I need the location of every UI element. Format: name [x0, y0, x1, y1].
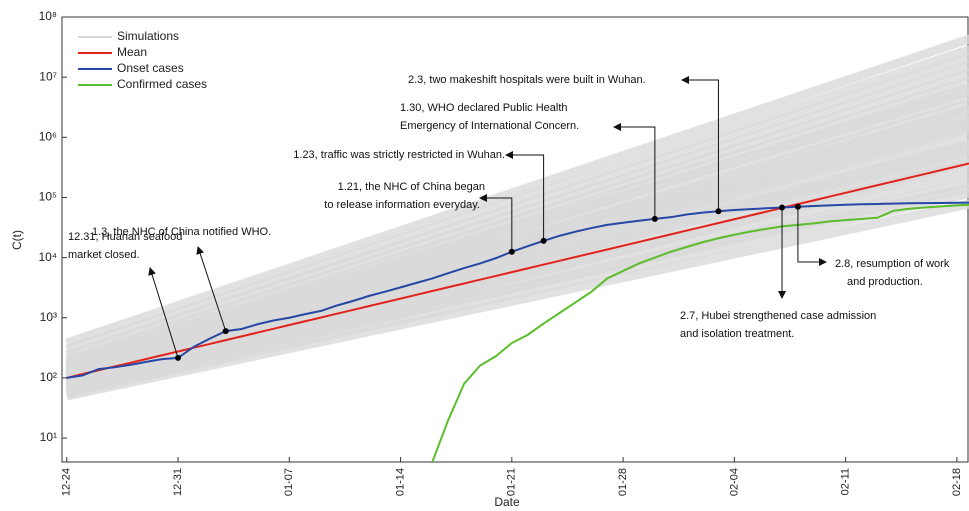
y-tick-label: 10¹ — [40, 430, 57, 444]
y-tick-label: 10⁶ — [39, 129, 57, 143]
legend-label: Mean — [117, 45, 147, 59]
annotation-text: 1.30, WHO declared Public Health — [400, 102, 568, 114]
y-tick-label: 10³ — [40, 310, 57, 324]
simulation-line — [65, 53, 969, 360]
x-tick-label: 02-04 — [728, 468, 740, 496]
annotation-point — [715, 208, 722, 215]
simulation-line — [65, 183, 969, 392]
annotation-text: to release information everyday. — [324, 199, 480, 211]
x-tick-label: 12-31 — [172, 468, 184, 496]
annotation-point — [651, 215, 658, 222]
annotation-arrow — [613, 123, 656, 219]
annotation-arrow — [681, 76, 719, 212]
annotation-arrow — [505, 151, 545, 241]
x-tick-label: 01-07 — [283, 468, 295, 496]
series-line — [431, 203, 969, 462]
annotation-point — [508, 248, 515, 255]
annotation-text: 1.21, the NHC of China began — [338, 181, 485, 193]
annotation-text: and production. — [847, 276, 923, 288]
annotation-text: 1.3, the NHC of China notified WHO. — [92, 226, 271, 238]
series-line — [66, 201, 969, 379]
annotation-point — [779, 204, 786, 211]
y-tick-label: 10⁵ — [39, 190, 57, 204]
annotation-arrow — [797, 206, 827, 266]
legend-label: Simulations — [117, 29, 179, 43]
legend-label: Confirmed cases — [117, 77, 207, 91]
simulation-line — [65, 44, 969, 354]
x-tick-label: 01-28 — [617, 468, 629, 496]
y-tick-label: 10⁴ — [38, 250, 57, 264]
annotation-point — [222, 328, 229, 335]
y-tick-label: 10⁸ — [39, 9, 57, 23]
annotation-point — [175, 354, 182, 361]
overlay: 10¹ 10² 10³ 10⁴ 10⁵ 10⁶ 10⁷ 10⁸ 12-24 12-31 01-07 0… — [38, 9, 962, 496]
simulation-line — [65, 86, 969, 367]
annotation-text: 2.8, resumption of work — [835, 258, 950, 270]
annotation-arrow — [479, 194, 513, 252]
annotation-text: 1.23, traffic was strictly restricted in… — [293, 149, 505, 161]
annotation-arrow — [148, 267, 179, 359]
x-tick-label: 02-11 — [840, 468, 852, 495]
x-tick-label: 01-21 — [506, 468, 518, 496]
series-line — [66, 162, 969, 379]
x-tick-label: 01-14 — [394, 468, 406, 496]
y-tick-label: 10² — [40, 370, 57, 384]
simulation-line — [65, 146, 969, 383]
annotation-text: Emergency of International Concern. — [400, 120, 579, 132]
simulation-line — [65, 115, 969, 376]
x-tick-label: 12-24 — [61, 468, 73, 496]
annotation-point — [540, 237, 547, 244]
y-axis-label: C(t) — [10, 230, 24, 250]
annotation-point — [794, 203, 801, 210]
annotation-text: market closed. — [68, 249, 140, 261]
x-tick-label: 02-18 — [951, 468, 963, 496]
x-axis-label: Date — [494, 495, 520, 509]
y-tick-label: 10⁷ — [39, 69, 57, 83]
annotation-text: and isolation treatment. — [680, 328, 794, 340]
simulation-line — [65, 61, 969, 365]
legend-label: Onset cases — [117, 61, 184, 75]
annotation-text: 2.7, Hubei strengthened case admission — [680, 310, 876, 322]
annotation-arrow — [196, 246, 227, 332]
annotation-text: 2.3, two makeshift hospitals were built … — [408, 74, 646, 86]
annotation-text: 12.31, Huanan seafood — [68, 231, 182, 243]
simulation-line — [65, 34, 969, 348]
plot-area — [65, 34, 969, 462]
